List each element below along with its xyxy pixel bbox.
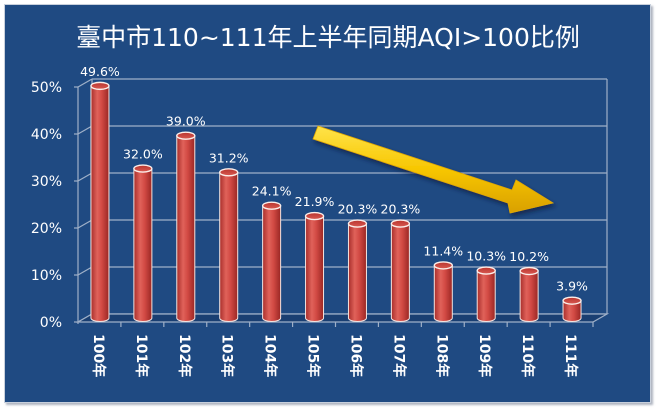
y-tick-label: 10%	[31, 268, 62, 284]
bar-series: 49.6% 100年 32.0% 101年 39.0% 102年 31.2% 103年 24.1…	[80, 64, 588, 377]
y-tick-label: 30%	[31, 174, 62, 190]
x-tick-label: 103年	[219, 334, 236, 377]
x-tick-label: 109年	[476, 334, 493, 377]
x-tick-label: 104年	[262, 334, 279, 377]
side-wall-line	[77, 172, 93, 182]
bar	[261, 201, 282, 322]
bar	[219, 168, 239, 322]
data-label: 20.3%	[338, 202, 378, 217]
x-tick-label: 101年	[133, 334, 150, 377]
data-label: 32.0%	[123, 147, 163, 162]
x-tick-label: 106年	[347, 334, 364, 377]
bar	[519, 266, 539, 322]
x-tick-label: 107年	[390, 334, 407, 377]
x-tick-label: 102年	[176, 334, 193, 377]
data-label: 21.9%	[295, 194, 335, 209]
side-wall-line	[77, 125, 93, 135]
bar	[90, 81, 110, 322]
side-wall-line	[77, 219, 93, 229]
data-label: 24.1%	[252, 184, 292, 199]
bar	[562, 296, 582, 322]
data-label: 20.3%	[381, 202, 421, 217]
bar	[433, 261, 453, 322]
data-label: 39.0%	[166, 114, 206, 129]
data-label: 31.2%	[209, 150, 249, 165]
bar	[347, 219, 368, 322]
data-label: 10.3%	[466, 249, 506, 264]
data-label: 11.4%	[423, 243, 463, 258]
bar	[390, 219, 411, 322]
x-tick-label: 110年	[519, 334, 536, 377]
data-label: 49.6%	[80, 64, 120, 79]
bar	[176, 131, 196, 322]
x-tick-label: 108年	[433, 334, 450, 377]
trend-arrow-icon	[312, 125, 555, 214]
chart-title: 臺中市110~111年上半年同期AQI>100比例	[76, 23, 580, 52]
bar	[304, 211, 325, 322]
side-wall-line	[77, 266, 93, 276]
y-tick-label: 50%	[31, 80, 62, 96]
y-tick-label: 20%	[31, 221, 62, 237]
data-label: 3.9%	[556, 279, 588, 294]
y-tick-label: 0%	[40, 315, 62, 331]
x-tick-label: 105年	[305, 334, 322, 377]
data-label: 10.2%	[509, 249, 549, 264]
bar	[476, 266, 496, 322]
x-tick-label: 111年	[562, 334, 579, 377]
side-wall-line	[77, 78, 93, 88]
x-tick-label: 100年	[90, 334, 107, 377]
y-tick-label: 40%	[31, 127, 62, 143]
bar	[133, 164, 153, 322]
